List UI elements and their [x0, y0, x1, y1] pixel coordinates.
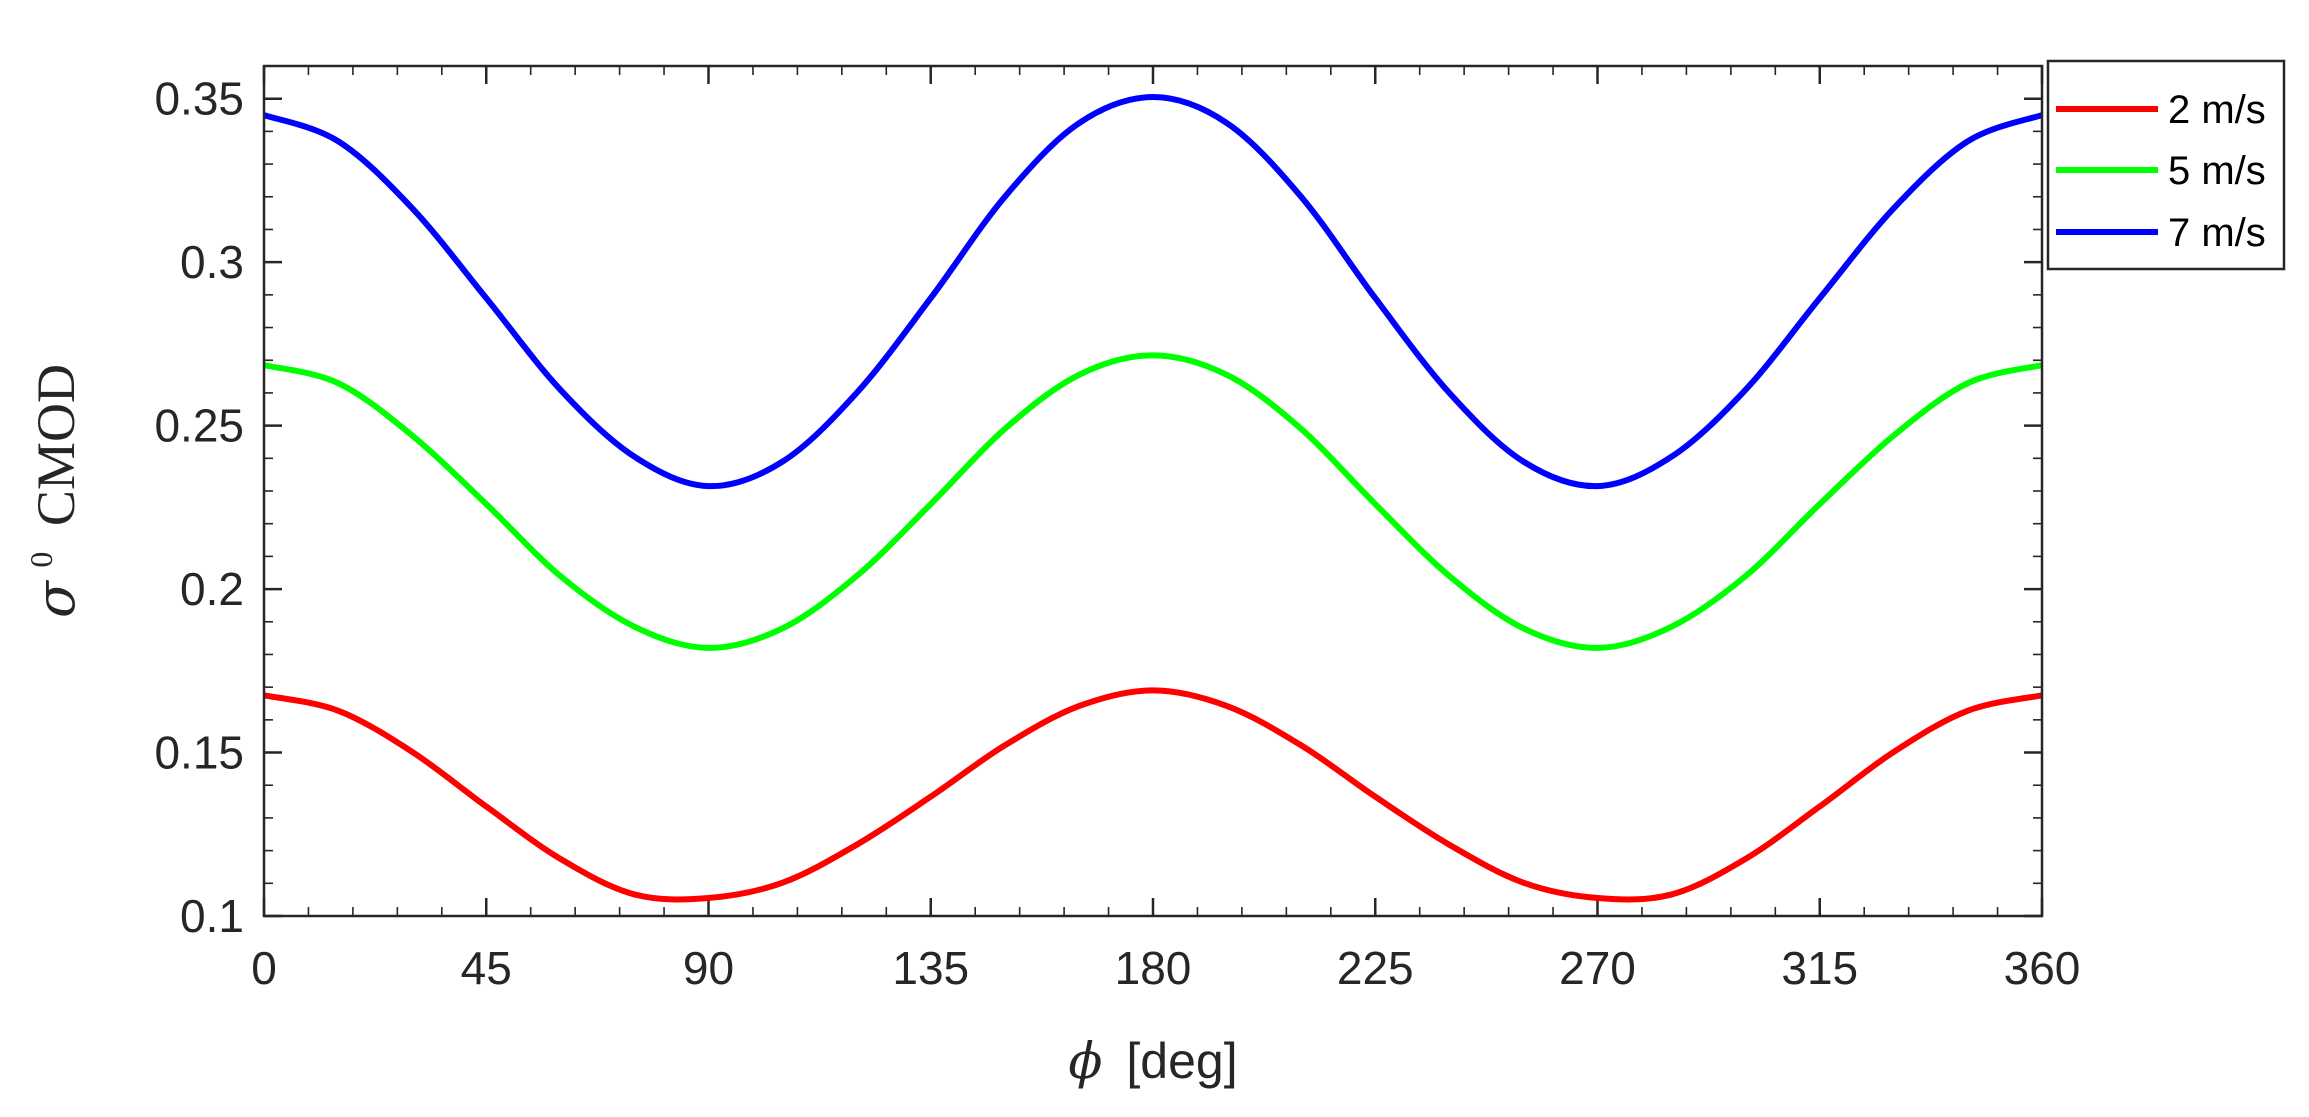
legend: 2 m/s 5 m/s 7 m/s: [2046, 59, 2286, 271]
y-tick-label-5: 0.35: [154, 73, 244, 125]
y-axis-superscript: 0: [23, 552, 59, 568]
minor-ticks: [263, 65, 2043, 917]
y-tick-label-3: 0.25: [154, 400, 244, 452]
legend-label-1: 5 m/s: [2168, 149, 2266, 193]
x-tick-labels: 0 45 90 135 180 225 270 315 360: [251, 942, 2080, 994]
y-tick-labels: 0.1 0.15 0.2 0.25 0.3 0.35: [154, 73, 244, 942]
x-tick-label-2: 90: [683, 942, 734, 994]
x-tick-label-6: 270: [1559, 942, 1636, 994]
x-axis-unit: [deg]: [1126, 1033, 1237, 1089]
x-tick-label-1: 45: [461, 942, 512, 994]
x-tick-label-3: 135: [892, 942, 969, 994]
x-tick-label-4: 180: [1115, 942, 1192, 994]
y-tick-label-2: 0.2: [180, 563, 244, 615]
series-line-1: [263, 352, 2043, 651]
x-axis-label: ϕ [deg]: [1068, 1032, 1237, 1090]
legend-label-2: 7 m/s: [2168, 211, 2266, 255]
y-tick-label-1: 0.15: [154, 727, 244, 779]
series-line-0: [263, 687, 2043, 903]
y-tick-label-4: 0.3: [180, 236, 244, 288]
y-tick-label-0: 0.1: [180, 890, 244, 942]
y-axis-symbol: σ: [24, 579, 87, 618]
major-ticks: [262, 66, 2044, 918]
legend-entries: 2 m/s 5 m/s 7 m/s: [2056, 88, 2266, 255]
x-tick-label-7: 315: [1781, 942, 1858, 994]
x-axis-symbol: ϕ: [1068, 1032, 1102, 1090]
y-axis-text: CMOD: [26, 364, 86, 526]
series-lines: [263, 94, 2043, 903]
x-tick-label-0: 0: [251, 942, 277, 994]
series-line-2: [263, 94, 2043, 490]
x-tick-label-8: 360: [2004, 942, 2081, 994]
plot-area-frame: [262, 64, 2044, 918]
legend-label-0: 2 m/s: [2168, 88, 2266, 132]
x-tick-label-5: 225: [1337, 942, 1414, 994]
y-axis-label: σ 0 CMOD: [4, 364, 87, 618]
